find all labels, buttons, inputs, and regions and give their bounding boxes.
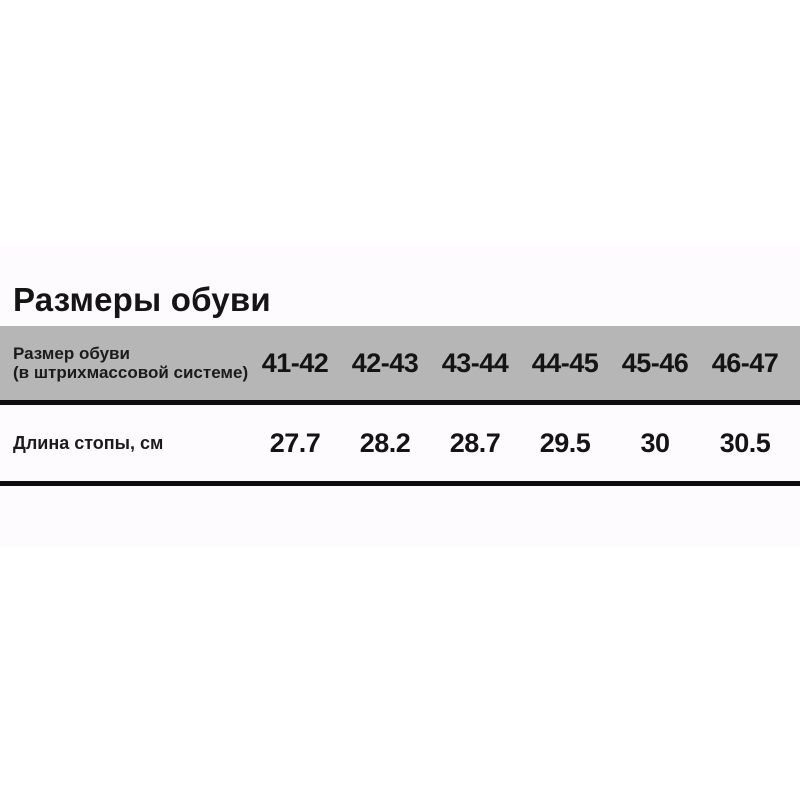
size-header-44-45: 44-45	[531, 347, 599, 378]
size-header-42-43: 42-43	[351, 347, 419, 378]
shoe-size-table: Размер обуви (в штрихмассовой системе) 4…	[0, 326, 800, 486]
foot-length-value-3: 28.7	[449, 427, 501, 458]
header-label-line2: (в штрихмассовой системе)	[13, 363, 249, 382]
row-label-foot-length: Длина стопы, см	[13, 433, 164, 453]
foot-length-value-5: 30	[640, 427, 670, 458]
size-header-43-44: 43-44	[441, 347, 509, 378]
header-label-line1: Размер обуви	[13, 344, 130, 363]
foot-length-value-4: 29.5	[539, 427, 591, 458]
foot-length-value-6: 30.5	[719, 427, 771, 458]
size-header-45-46: 45-46	[621, 347, 689, 378]
header-label: Размер обуви (в штрихмассовой системе)	[0, 344, 250, 382]
foot-length-value-2: 28.2	[359, 427, 411, 458]
table-header-row: Размер обуви (в штрихмассовой системе) 4…	[0, 326, 800, 405]
foot-length-value-1: 27.7	[269, 427, 321, 458]
table-data-row: Длина стопы, см 27.7 28.2 28.7 29.5 30 3…	[0, 405, 800, 486]
size-header-46-47: 46-47	[711, 347, 779, 378]
size-header-41-42: 41-42	[261, 347, 329, 378]
page-title: Размеры обуви	[13, 281, 271, 318]
